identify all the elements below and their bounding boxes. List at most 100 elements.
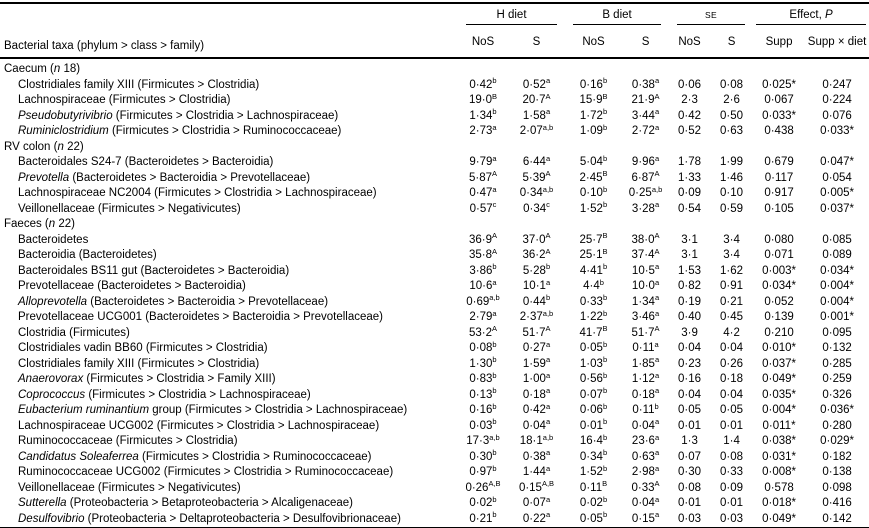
value-cell: 0·57c [469,200,497,215]
value-cell: 4·2 [723,326,740,339]
significance-superscript: B [602,231,608,240]
significance-superscript: b [492,107,497,116]
value-cell: 0·40 [678,311,702,323]
value-cell: 20·7A [522,91,551,106]
value-cell: 0·26 [720,357,744,370]
value-cell: 0·01 [720,419,744,432]
significance-superscript: a [654,107,660,116]
significance-superscript: a [545,277,551,287]
significance-superscript: B [602,246,608,256]
taxa-cell: Clostridia (Firmicutes) [18,326,130,339]
value-cell: 0·182 [822,450,852,463]
value-cell: 21·9A [631,91,660,106]
value-cell: 6·87A [631,169,660,184]
value-cell: 0·42 [678,109,702,122]
value-cell: 4·41b [579,262,608,277]
value-cell: 1·52b [579,200,608,215]
significance-superscript: c [546,200,550,209]
value-cell: 0·005* [820,187,854,199]
value-cell: 0·38a [522,448,551,463]
value-cell: 0·047* [820,156,854,168]
taxa-genus-italic: Eubacterium ruminantium [18,404,150,416]
value-cell: 1·30b [469,355,497,370]
value-cell: 0·23 [678,357,702,370]
significance-superscript: a [654,417,660,426]
value-cell: 17·3a,b [466,432,500,447]
value-cell: 19·0B [468,91,498,106]
significance-superscript: a [654,432,660,442]
value-cell: 5·87A [468,169,498,184]
significance-superscript: a [654,262,660,271]
value-cell: 0·280 [822,419,852,432]
significance-superscript: b [602,262,608,271]
value-cell: 0·03 [678,512,702,525]
significance-superscript: a [654,339,659,349]
taxa-cell: Coprococcus (Firmicutes > Clostridia > L… [18,388,311,401]
table-row: Alloprevotella (Bacteroidetes > Bacteroi… [0,294,869,311]
significance-superscript: b [602,432,608,442]
value-cell: 15·9B [579,91,608,106]
taxa-genus-italic: Ruminiclostridium [18,125,109,137]
significance-superscript: b [492,510,497,519]
section-n-italic: n [57,140,64,153]
value-cell: 0·025* [762,78,796,91]
value-cell: 0·05b [579,339,608,354]
significance-superscript: b [602,355,608,364]
significance-superscript: A [654,231,660,240]
value-cell: 0·008* [762,466,796,478]
value-cell: 0·30b [469,448,497,463]
value-cell: 0·27a [522,339,551,354]
value-cell: 0·09 [678,187,702,199]
value-cell: 0·080 [764,233,794,246]
table-row: Bacteroidetes 36·9A 37·0A 25·7B 38·0A 3·1 3·4 0… [0,231,869,249]
col-header-b-s: S [622,27,670,59]
col-group-h-diet-label: H diet [496,8,527,21]
value-cell: 1·44a [522,463,551,478]
table-row: Clostridia (Firmicutes) 53·2A 51·7A 41·7B 51… [0,325,869,342]
value-cell: 0·01 [678,419,702,432]
value-cell: 0·63a [631,448,660,463]
value-cell: 2·6 [723,94,740,106]
value-cell: 0·033* [762,109,796,122]
table-row: Candidatus Soleaferrea (Firmicutes > Clo… [0,448,869,466]
value-cell: 0·42b [469,76,497,91]
significance-superscript: A [545,91,551,101]
significance-superscript: a [654,200,660,209]
value-cell: 3·1 [681,233,698,246]
value-cell: 3·1 [681,249,698,261]
value-cell: 1·85a [631,355,660,370]
taxa-cell: Eubacterium ruminantium group (Firmicute… [18,404,408,416]
significance-superscript: b [492,355,497,364]
value-cell: 0·45 [720,311,744,323]
value-cell: 0·089 [822,249,852,261]
value-cell: 0·033* [820,125,854,137]
significance-superscript: a [545,107,551,116]
significance-superscript: A [654,91,660,101]
significance-superscript: b [492,463,497,473]
value-cell: 0·04 [720,388,744,401]
value-cell: 0·029* [820,435,854,447]
table-row: Bacteroidales BS11 gut (Bacteroidetes > … [0,262,869,280]
value-cell: 0·142 [822,512,852,525]
significance-superscript: b [602,463,608,473]
value-cell: 0·001* [820,311,854,323]
significance-superscript: a [545,339,551,349]
significance-superscript: a [545,370,551,380]
value-cell: 1·52b [579,463,608,478]
value-cell: 0·03 [720,512,744,525]
significance-superscript: A [545,231,551,240]
value-cell: 0·07 [678,450,702,463]
value-cell: 0·052 [764,295,794,308]
col-group-se-label: SE [704,9,718,20]
taxa-genus-italic: Sutterella [18,497,67,509]
value-cell: 38·0A [631,231,660,246]
value-cell: 0·438 [764,125,794,137]
value-cell: 0·036* [820,404,854,416]
significance-superscript: b [602,153,608,163]
value-cell: 0·095 [822,326,852,339]
significance-superscript: b [599,277,604,287]
value-cell: 3·9 [681,326,698,339]
significance-superscript: b [602,510,608,519]
taxa-genus-italic: Desulfovibrio [18,512,85,525]
significance-superscript: b [602,386,608,395]
